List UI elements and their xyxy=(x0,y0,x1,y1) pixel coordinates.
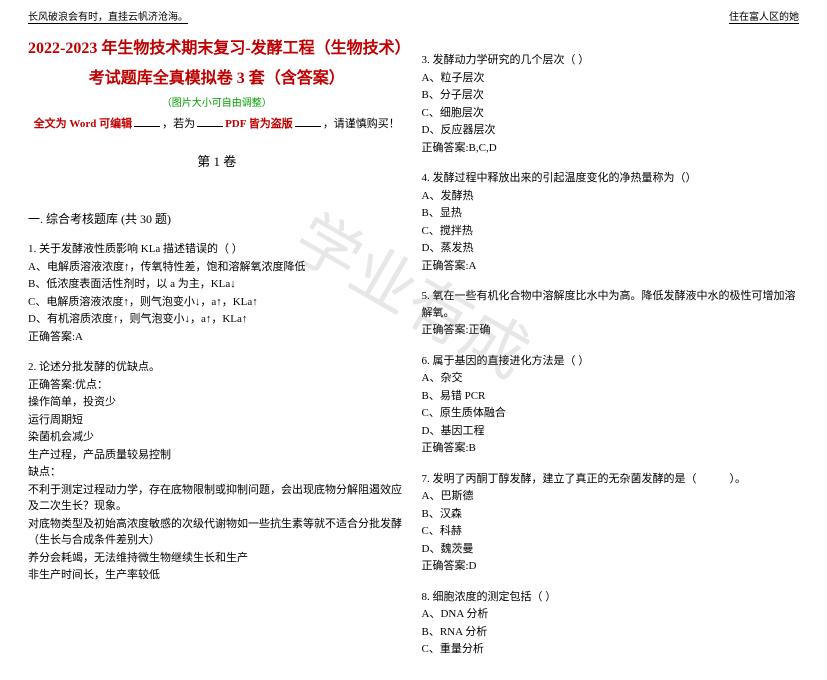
question: 7. 发明了丙酮丁醇发酵，建立了真正的无杂菌发酵的是（ ）。A、巴斯德B、汉森C… xyxy=(422,471,800,575)
question-option: C、电解质溶液浓度↑，则气泡变小↓，a↑，KLa↑ xyxy=(28,294,406,311)
header-quote-right: 住在富人区的她 xyxy=(729,8,799,24)
question-line: 非生产时间长，生产率较低 xyxy=(28,567,406,584)
right-questions: 3. 发酵动力学研究的几个层次（ ）A、粒子层次B、分子层次C、细胞层次D、反应… xyxy=(422,52,800,658)
question-answer: 正确答案:正确 xyxy=(422,322,800,339)
question-line: 不利于测定过程动力学，存在底物限制或抑制问题，会出现底物分解阻遏效应及二次生长？… xyxy=(28,482,406,515)
warn-red-2: PDF 皆为盗版 xyxy=(225,118,293,130)
question-stem: 4. 发酵过程中释放出来的引起温度变化的净热量称为（） xyxy=(422,170,800,187)
question-line: 养分会耗竭，无法维持微生物继续生长和生产 xyxy=(28,550,406,567)
question-option: B、显热 xyxy=(422,205,800,222)
question-stem: 1. 关于发酵液性质影响 KLa 描述错误的（ ） xyxy=(28,241,406,258)
volume-label: 第 1 卷 xyxy=(28,151,406,170)
question-answer: 正确答案:A xyxy=(422,258,800,275)
question: 6. 属于基因的直接进化方法是（ ）A、杂交B、易错 PCRC、原生质体融合D、… xyxy=(422,353,800,457)
question-stem: 2. 论述分批发酵的优缺点。 xyxy=(28,359,406,376)
question-option: B、分子层次 xyxy=(422,87,800,104)
question-stem: 5. 氧在一些有机化合物中溶解度比水中为高。降低发酵液中水的极性可增加溶解氧。 xyxy=(422,288,800,321)
doc-title-1: 2022-2023 年生物技术期末复习-发酵工程（生物技术） xyxy=(28,34,406,58)
question-answer: 正确答案:B,C,D xyxy=(422,140,800,157)
question-line: 生产过程，产品质量较易控制 xyxy=(28,447,406,464)
question: 1. 关于发酵液性质影响 KLa 描述错误的（ ）A、电解质溶液浓度↑，传氧特性… xyxy=(28,241,406,345)
section-heading: 一. 综合考核题库 (共 30 题) xyxy=(28,210,406,227)
question-stem: 3. 发酵动力学研究的几个层次（ ） xyxy=(422,52,800,69)
question-option: B、RNA 分析 xyxy=(422,624,800,641)
warning-line: 全文为 Word 可编辑 ，若为 PDF 皆为盗版 ，请谨慎购买！ xyxy=(28,115,406,131)
question: 4. 发酵过程中释放出来的引起温度变化的净热量称为（）A、发酵热B、显热C、搅拌… xyxy=(422,170,800,274)
question-option: D、反应器层次 xyxy=(422,122,800,139)
question-line: 正确答案:优点： xyxy=(28,377,406,394)
left-column: 长风破浪会有时，直挂云帆济沧海。 2022-2023 年生物技术期末复习-发酵工… xyxy=(20,8,414,672)
question-option: D、有机溶质浓度↑，则气泡变小↓，a↑，KLa↑ xyxy=(28,311,406,328)
question-stem: 8. 细胞浓度的测定包括（ ） xyxy=(422,589,800,606)
warn-tail: ，请谨慎购买！ xyxy=(323,118,400,130)
question-option: A、巴斯德 xyxy=(422,488,800,505)
question-stem: 6. 属于基因的直接进化方法是（ ） xyxy=(422,353,800,370)
question: 8. 细胞浓度的测定包括（ ）A、DNA 分析B、RNA 分析C、重量分析 xyxy=(422,589,800,658)
question-option: D、蒸发热 xyxy=(422,240,800,257)
question-option: C、搅拌热 xyxy=(422,223,800,240)
question-option: D、基因工程 xyxy=(422,423,800,440)
question-line: 缺点： xyxy=(28,464,406,481)
question-option: C、重量分析 xyxy=(422,641,800,658)
question: 3. 发酵动力学研究的几个层次（ ）A、粒子层次B、分子层次C、细胞层次D、反应… xyxy=(422,52,800,156)
question-line: 操作简单，投资少 xyxy=(28,394,406,411)
header-quote-left: 长风破浪会有时，直挂云帆济沧海。 xyxy=(28,8,188,24)
question-line: 染菌机会减少 xyxy=(28,429,406,446)
question-option: B、低浓度表面活性剂时，以 a 为主，KLa↓ xyxy=(28,276,406,293)
question-answer: 正确答案:B xyxy=(422,440,800,457)
question-option: D、魏茨曼 xyxy=(422,541,800,558)
question-option: B、汉森 xyxy=(422,506,800,523)
question-option: A、杂交 xyxy=(422,370,800,387)
note-resize: （图片大小可自由调整） xyxy=(28,94,406,109)
question: 5. 氧在一些有机化合物中溶解度比水中为高。降低发酵液中水的极性可增加溶解氧。正… xyxy=(422,288,800,339)
question-option: C、原生质体融合 xyxy=(422,405,800,422)
doc-title-2: 考试题库全真模拟卷 3 套（含答案） xyxy=(28,64,406,88)
question-option: A、粒子层次 xyxy=(422,70,800,87)
question-answer: 正确答案:D xyxy=(422,558,800,575)
left-questions: 1. 关于发酵液性质影响 KLa 描述错误的（ ）A、电解质溶液浓度↑，传氧特性… xyxy=(28,241,406,584)
question-answer: 正确答案:A xyxy=(28,329,406,346)
question-option: A、DNA 分析 xyxy=(422,606,800,623)
question-option: A、发酵热 xyxy=(422,188,800,205)
question-option: C、细胞层次 xyxy=(422,105,800,122)
page: 长风破浪会有时，直挂云帆济沧海。 2022-2023 年生物技术期末复习-发酵工… xyxy=(0,0,827,680)
question-option: A、电解质溶液浓度↑，传氧特性差，饱和溶解氧浓度降低 xyxy=(28,259,406,276)
question: 2. 论述分批发酵的优缺点。正确答案:优点：操作简单，投资少运行周期短染菌机会减… xyxy=(28,359,406,584)
question-line: 对底物类型及初始高浓度敏感的次级代谢物如一些抗生素等就不适合分批发酵（生长与合成… xyxy=(28,516,406,549)
question-option: B、易错 PCR xyxy=(422,388,800,405)
question-option: C、科赫 xyxy=(422,523,800,540)
warn-mid: ，若为 xyxy=(162,118,195,130)
warn-red-1: 全文为 Word 可编辑 xyxy=(34,118,132,130)
right-column: 住在富人区的她 3. 发酵动力学研究的几个层次（ ）A、粒子层次B、分子层次C、… xyxy=(414,8,808,672)
question-stem: 7. 发明了丙酮丁醇发酵，建立了真正的无杂菌发酵的是（ ）。 xyxy=(422,471,800,488)
question-line: 运行周期短 xyxy=(28,412,406,429)
